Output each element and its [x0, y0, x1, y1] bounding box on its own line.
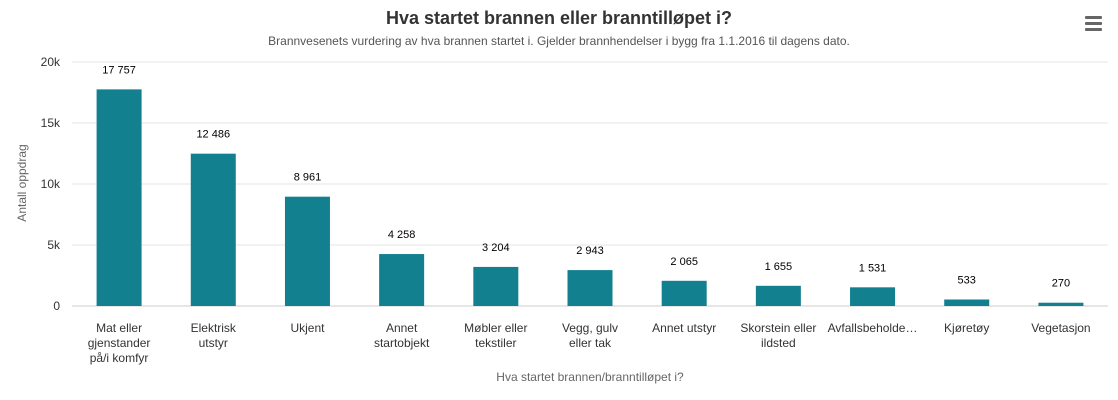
y-tick-label: 10k [41, 177, 61, 191]
bar[interactable] [190, 153, 236, 306]
x-tick-label: Avfallsbeholde… [828, 321, 918, 335]
bar[interactable] [1038, 302, 1084, 306]
x-axis-title: Hva startet brannen/branntilløpet i? [496, 370, 684, 384]
data-label: 2 065 [670, 256, 698, 268]
y-tick-label: 5k [47, 238, 61, 252]
data-label: 12 486 [196, 129, 230, 141]
y-axis-title: Antall oppdrag [15, 144, 29, 221]
x-tick-label: startobjekt [374, 336, 430, 350]
bar[interactable] [661, 280, 707, 306]
x-tick-label: Annet [386, 321, 418, 335]
x-tick-label: på/i komfyr [90, 351, 149, 365]
gridlines [72, 61, 1108, 307]
data-labels: 17 757 12 486 8 961 4 258 3 204 2 943 2 065 1 6… [102, 64, 1070, 289]
data-label: 8 961 [294, 172, 322, 184]
x-tick-label: Kjøretøy [944, 321, 989, 335]
bar[interactable] [944, 299, 990, 306]
x-tick-label: Møbler eller [464, 321, 527, 335]
y-tick-label: 20k [41, 55, 61, 69]
chart-title: Hva startet brannen eller branntilløpet … [385, 8, 733, 28]
bar[interactable] [755, 285, 801, 306]
x-tick-label: Skorstein eller [740, 321, 816, 335]
bar[interactable] [567, 270, 613, 306]
x-tick-label: eller tak [569, 336, 612, 350]
bar[interactable] [473, 266, 519, 306]
x-tick-label: Elektrisk [191, 321, 237, 335]
x-tick-label: Mat eller [96, 321, 142, 335]
data-label: 4 258 [388, 229, 416, 241]
bars [96, 89, 1084, 307]
data-label: 270 [1052, 278, 1070, 290]
x-tick-label: Ukjent [290, 321, 325, 335]
y-axis: 0 5k 10k 15k 20k [41, 55, 61, 313]
data-label: 17 757 [102, 64, 136, 76]
x-tick-label: Vegg, gulv [562, 321, 618, 335]
chart-subtitle: Brannvesenets vurdering av hva brannen s… [268, 34, 850, 48]
x-tick-label: ildsted [761, 336, 796, 350]
x-tick-label: tekstiler [475, 336, 516, 350]
x-tick-label: gjenstander [88, 336, 151, 350]
y-tick-label: 15k [41, 116, 61, 130]
data-label: 2 943 [576, 245, 604, 257]
x-tick-label: Annet utstyr [652, 321, 716, 335]
bar[interactable] [379, 254, 425, 306]
hamburger-menu-icon[interactable] [1085, 16, 1102, 32]
x-tick-label: Vegetasjon [1031, 321, 1090, 335]
data-label: 3 204 [482, 242, 510, 254]
y-tick-label: 0 [53, 299, 60, 313]
bar[interactable] [96, 89, 142, 307]
data-label: 1 531 [859, 262, 887, 274]
bar[interactable] [850, 287, 896, 306]
x-tick-label: utstyr [199, 336, 228, 350]
data-label: 1 655 [765, 261, 793, 273]
bar[interactable] [284, 196, 330, 306]
data-label: 533 [958, 274, 976, 286]
